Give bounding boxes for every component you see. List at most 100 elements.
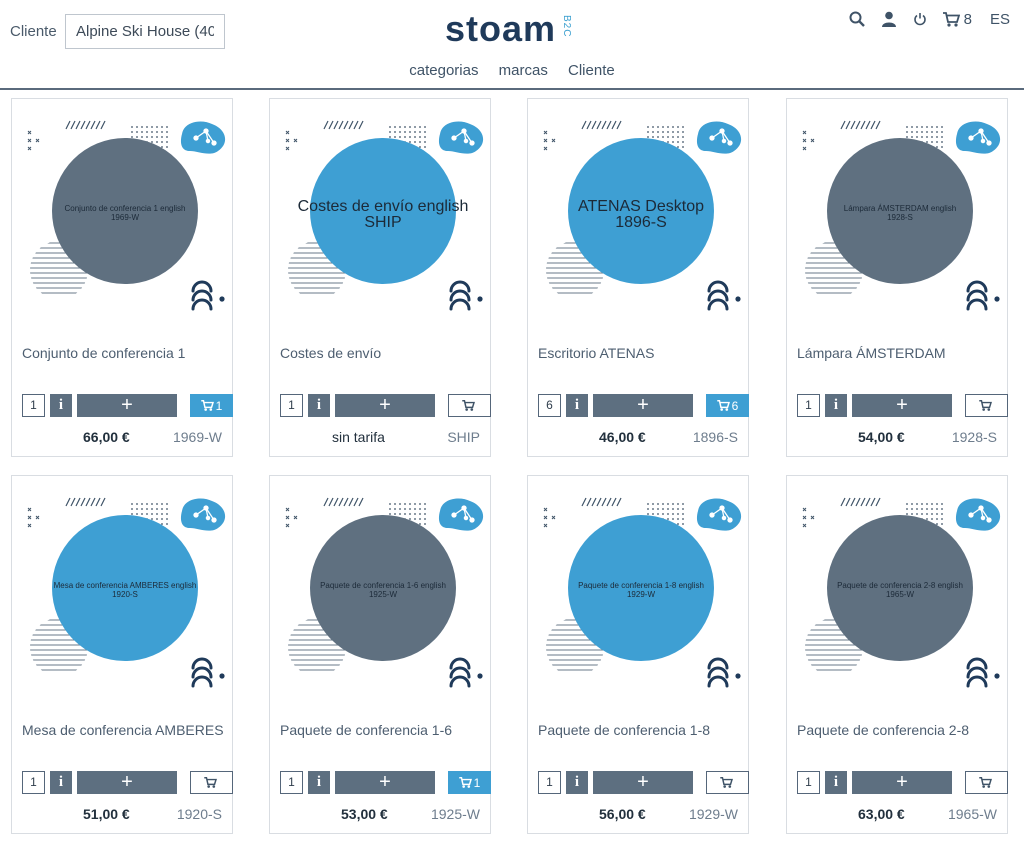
product-image[interactable]: Paquete de conferencia 2-8 english 1965-W — [787, 476, 1007, 701]
product-name[interactable]: Mesa de conferencia AMBERES — [22, 722, 224, 738]
product-card[interactable]: Mesa de conferencia AMBERES english 1920-… — [11, 475, 233, 834]
product-code: SHIP — [447, 429, 480, 445]
info-button[interactable]: i — [825, 394, 847, 417]
quantity-input[interactable]: 1 — [280, 394, 303, 417]
product-name[interactable]: Paquete de conferencia 1-6 — [280, 722, 453, 738]
cliente-input[interactable] — [65, 14, 225, 49]
main-nav: categorias marcas Cliente — [0, 62, 1024, 79]
nav-cliente[interactable]: Cliente — [568, 62, 615, 79]
product-price: 53,00 € — [341, 806, 388, 822]
add-button[interactable]: + — [593, 394, 693, 417]
logo-text: stoam — [445, 8, 557, 49]
product-card[interactable]: Paquete de conferencia 1-8 english 1929-W… — [527, 475, 749, 834]
add-to-cart-button[interactable]: 6 — [706, 394, 749, 417]
product-card[interactable]: Costes de envío english SHIP Costes de en… — [269, 98, 491, 457]
info-button[interactable]: i — [825, 771, 847, 794]
image-caption: Mesa de conferencia AMBERES english — [54, 581, 197, 590]
image-caption: Paquete de conferencia 2-8 english — [837, 581, 963, 590]
product-card[interactable]: Conjunto de conferencia 1 english 1969-W … — [11, 98, 233, 457]
product-name[interactable]: Lámpara ÁMSTERDAM — [797, 345, 946, 361]
quantity-input[interactable]: 1 — [797, 771, 820, 794]
info-button[interactable]: i — [566, 394, 588, 417]
info-button[interactable]: i — [50, 771, 72, 794]
product-price: 66,00 € — [83, 429, 130, 445]
image-code: 1965-W — [886, 590, 914, 599]
product-card[interactable]: Paquete de conferencia 1-6 english 1925-W… — [269, 475, 491, 834]
add-to-cart-button[interactable]: 1 — [190, 394, 233, 417]
nav-marcas[interactable]: marcas — [498, 62, 548, 79]
quantity-input[interactable]: 1 — [280, 771, 303, 794]
product-code: 1929-W — [688, 806, 738, 822]
product-price: 54,00 € — [858, 429, 905, 445]
info-button[interactable]: i — [308, 394, 330, 417]
image-caption: Conjunto de conferencia 1 english — [65, 204, 186, 213]
product-image[interactable]: Conjunto de conferencia 1 english 1969-W — [12, 99, 232, 324]
top-actions: 8 ES — [833, 9, 1010, 29]
add-to-cart-button[interactable] — [706, 771, 749, 794]
info-button[interactable]: i — [566, 771, 588, 794]
product-name[interactable]: Paquete de conferencia 2-8 — [797, 722, 970, 738]
add-button[interactable]: + — [852, 771, 952, 794]
cart-quantity: 1 — [215, 398, 223, 413]
cliente-label: Cliente — [10, 23, 57, 40]
product-name[interactable]: Costes de envío — [280, 345, 382, 361]
cart-icon[interactable]: 8 — [942, 10, 972, 28]
info-button[interactable]: i — [50, 394, 72, 417]
add-to-cart-button[interactable] — [190, 771, 233, 794]
product-code: 1896-S — [692, 429, 738, 445]
product-card[interactable]: Paquete de conferencia 2-8 english 1965-W… — [786, 475, 1008, 834]
product-price: sin tarifa — [332, 429, 385, 445]
image-caption: Paquete de conferencia 1-8 english — [578, 581, 704, 590]
product-image[interactable]: Costes de envío english SHIP — [270, 99, 490, 324]
product-image[interactable]: ATENAS Desktop 1896-S — [528, 99, 748, 324]
cart-icon — [979, 400, 992, 411]
info-button[interactable]: i — [308, 771, 330, 794]
language-switch[interactable]: ES — [989, 10, 1010, 28]
product-image[interactable]: Paquete de conferencia 1-8 english 1929-W — [528, 476, 748, 701]
product-code: 1969-W — [172, 429, 222, 445]
product-name[interactable]: Paquete de conferencia 1-8 — [538, 722, 711, 738]
add-button[interactable]: + — [335, 394, 435, 417]
add-button[interactable]: + — [852, 394, 952, 417]
cart-icon — [720, 777, 733, 788]
quantity-input[interactable]: 1 — [538, 771, 561, 794]
nav-categorias[interactable]: categorias — [409, 62, 479, 79]
add-to-cart-button[interactable] — [448, 394, 491, 417]
search-icon[interactable] — [849, 11, 865, 27]
cart-quantity: 1 — [473, 775, 481, 790]
product-price: 56,00 € — [599, 806, 646, 822]
quantity-input[interactable]: 1 — [22, 394, 45, 417]
add-to-cart-button[interactable]: 1 — [448, 771, 491, 794]
image-caption: Lámpara ÁMSTERDAM english — [844, 204, 956, 213]
cart-count: 8 — [963, 10, 972, 28]
product-image[interactable]: Mesa de conferencia AMBERES english 1920-… — [12, 476, 232, 701]
product-name[interactable]: Conjunto de conferencia 1 — [22, 345, 186, 361]
product-card[interactable]: ATENAS Desktop 1896-S Escritorio ATENAS 6… — [527, 98, 749, 457]
add-to-cart-button[interactable] — [965, 771, 1008, 794]
add-button[interactable]: + — [77, 771, 177, 794]
product-price: 46,00 € — [599, 429, 646, 445]
site-header: Cliente stoam B2C 8 ES categorias marcas… — [0, 0, 1024, 90]
quantity-input[interactable]: 1 — [22, 771, 45, 794]
user-icon[interactable] — [881, 11, 897, 27]
product-image[interactable]: Lámpara ÁMSTERDAM english 1928-S — [787, 99, 1007, 324]
image-code: SHIP — [364, 214, 401, 231]
add-button[interactable]: + — [593, 771, 693, 794]
add-to-cart-button[interactable] — [965, 394, 1008, 417]
product-price: 51,00 € — [83, 806, 130, 822]
stoam-logo[interactable]: stoam B2C — [445, 5, 572, 49]
cart-icon — [204, 777, 217, 788]
product-card[interactable]: Lámpara ÁMSTERDAM english 1928-S Lámpara … — [786, 98, 1008, 457]
product-code: 1928-S — [951, 429, 997, 445]
product-image[interactable]: Paquete de conferencia 1-6 english 1925-W — [270, 476, 490, 701]
image-caption: Costes de envío english — [298, 198, 469, 215]
power-icon[interactable] — [913, 12, 927, 26]
add-button[interactable]: + — [335, 771, 435, 794]
add-button[interactable]: + — [77, 394, 177, 417]
product-code: 1965-W — [947, 806, 997, 822]
quantity-input[interactable]: 6 — [538, 394, 561, 417]
image-code: 1969-W — [111, 213, 139, 222]
cart-icon — [462, 400, 475, 411]
product-name[interactable]: Escritorio ATENAS — [538, 345, 655, 361]
quantity-input[interactable]: 1 — [797, 394, 820, 417]
